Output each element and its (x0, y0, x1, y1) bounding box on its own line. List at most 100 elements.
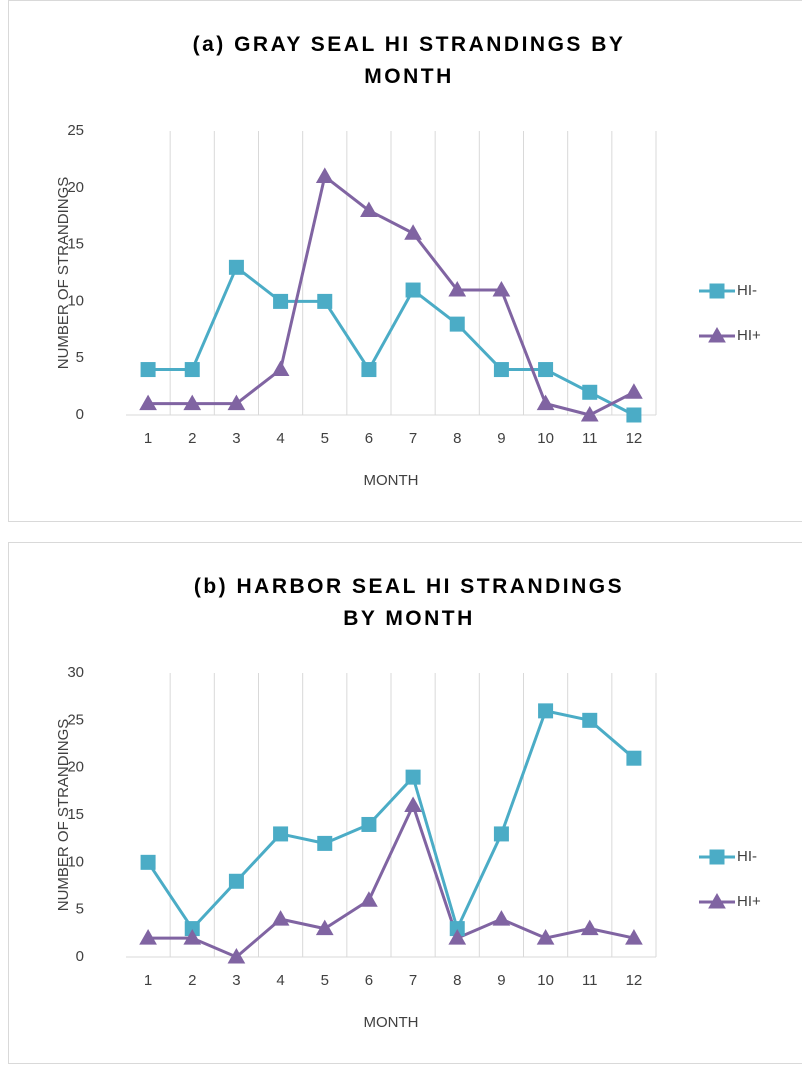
legend-label: HI+ (737, 327, 761, 344)
chart-title: (b) HARBOR SEAL HI STRANDINGS BY MONTH (193, 575, 625, 630)
data-point (140, 854, 156, 870)
x-tick-label: 5 (321, 430, 329, 447)
data-point (317, 835, 333, 851)
data-point (315, 167, 334, 183)
data-point (184, 362, 200, 378)
x-tick-label: 2 (188, 430, 196, 447)
data-point (404, 796, 422, 813)
x-tick-label: 6 (365, 972, 373, 989)
data-point (140, 362, 156, 378)
data-point (625, 383, 643, 399)
legend-label: HI+ (737, 893, 761, 910)
data-point (538, 703, 554, 719)
y-tick-label: 10 (67, 292, 84, 309)
y-tick-label: 0 (76, 948, 84, 965)
data-point (139, 929, 157, 945)
x-tick-label: 10 (537, 972, 554, 989)
y-tick-label: 30 (67, 664, 84, 681)
x-tick-label: 3 (232, 430, 240, 447)
y-tick-label: 25 (67, 122, 84, 139)
data-point (493, 826, 509, 842)
legend-marker (708, 892, 726, 909)
y-tick-label: 20 (67, 179, 84, 196)
chart-panel: (a) GRAY SEAL HI STRANDINGS BY MONTH 0 5 1… (8, 0, 802, 522)
data-point (361, 362, 377, 378)
x-tick-label: 7 (409, 972, 417, 989)
y-axis-label: NUMBER OF STRANDINGS (55, 719, 72, 912)
x-tick-label: 12 (626, 430, 643, 447)
y-axis-label: NUMBER OF STRANDINGS (55, 177, 72, 370)
y-tick-label: 5 (76, 901, 84, 918)
legend-label: HI- (737, 282, 757, 299)
data-point (492, 281, 511, 297)
data-point (536, 929, 555, 945)
data-point (493, 362, 509, 378)
data-point (183, 929, 202, 945)
y-tick-label: 15 (67, 806, 84, 823)
data-point (448, 929, 467, 945)
data-point (227, 394, 246, 411)
x-tick-label: 2 (188, 972, 196, 989)
data-point (228, 873, 244, 889)
data-point (582, 384, 598, 400)
series-line (148, 174, 635, 417)
y-tick-label: 15 (67, 236, 84, 253)
legend-marker (709, 283, 725, 299)
chart-panel: (b) HARBOR SEAL HI STRANDINGS BY MONTH 0… (8, 542, 802, 1064)
data-point (183, 394, 202, 411)
data-point (582, 712, 598, 728)
x-axis-label: MONTH (364, 1014, 419, 1031)
x-tick-label: 5 (321, 972, 329, 989)
data-point (538, 362, 554, 378)
legend-marker (709, 849, 725, 865)
x-tick-label: 3 (232, 972, 240, 989)
data-point (271, 910, 290, 926)
data-point (404, 224, 422, 240)
x-tick-label: 11 (582, 430, 598, 447)
legend-marker (708, 326, 726, 343)
data-point (492, 910, 511, 926)
series-line (148, 804, 635, 959)
y-tick-label: 25 (67, 711, 84, 728)
data-point (536, 394, 555, 411)
y-tick-label: 20 (67, 759, 84, 776)
data-point (626, 407, 642, 423)
y-tick-label: 10 (67, 853, 84, 870)
data-point (361, 816, 377, 832)
data-point (273, 826, 289, 842)
data-point (625, 929, 643, 945)
x-tick-label: 11 (582, 972, 598, 989)
data-point (580, 919, 599, 936)
data-point (271, 360, 290, 377)
data-point (360, 891, 378, 907)
x-tick-label: 12 (626, 972, 643, 989)
x-tick-label: 1 (144, 430, 152, 447)
data-point (626, 750, 642, 766)
data-point (139, 394, 157, 411)
data-point (405, 282, 421, 298)
data-point (580, 405, 599, 422)
data-point (405, 769, 421, 785)
x-tick-label: 4 (276, 430, 284, 447)
x-tick-label: 6 (365, 430, 373, 447)
data-point (227, 947, 246, 964)
x-tick-label: 7 (409, 430, 417, 447)
data-point (228, 259, 244, 275)
x-tick-label: 9 (497, 972, 505, 989)
data-point (317, 293, 333, 309)
x-tick-label: 10 (537, 430, 554, 447)
data-point (449, 316, 465, 332)
y-tick-label: 0 (76, 406, 84, 423)
x-tick-label: 8 (453, 430, 461, 447)
data-point (360, 201, 378, 218)
x-tick-label: 4 (276, 972, 284, 989)
x-axis-label: MONTH (364, 472, 419, 489)
y-tick-label: 5 (76, 349, 84, 366)
legend-label: HI- (737, 848, 757, 865)
x-tick-label: 8 (453, 972, 461, 989)
data-point (273, 293, 289, 309)
x-tick-label: 1 (144, 972, 152, 989)
